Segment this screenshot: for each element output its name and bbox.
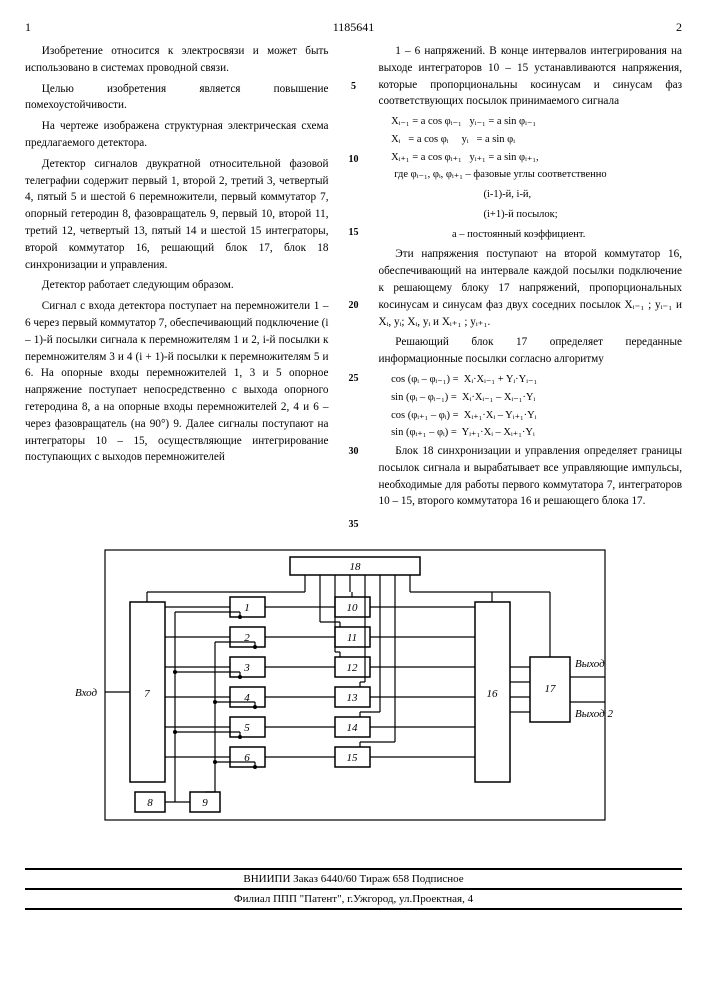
formula-6: cos (φᵢ₊₁ – φᵢ) = Xᵢ₊₁·Xᵢ – Yᵢ₊₁·Yᵢ [379, 408, 683, 424]
c1-p1: Изобретение относится к электросвязи и м… [25, 43, 329, 77]
ln-15: 15 [347, 225, 361, 240]
doc-number: 1185641 [333, 20, 375, 35]
c1-p5: Детектор работает следующим образом. [25, 277, 329, 294]
header-row: 1 1185641 2 [25, 20, 682, 35]
ln-35: 35 [347, 517, 361, 532]
column-left: Изобретение относится к электросвязи и м… [25, 43, 329, 532]
schematic-svg: 18 7 16 17 1 2 3 4 5 6 10 11 12 13 14 15 [75, 542, 635, 842]
formula-1: Xᵢ₋₁ = a cos φᵢ₋₁ yᵢ₋₁ = a sin φᵢ₋₁ [379, 114, 683, 130]
schematic-diagram: 18 7 16 17 1 2 3 4 5 6 10 11 12 13 14 15 [25, 542, 682, 862]
b16-label: 16 [487, 688, 499, 700]
where-1: где φᵢ₋₁, φᵢ, φᵢ₊₁ – фазовые углы соотве… [379, 167, 683, 183]
ln-20: 20 [347, 298, 361, 313]
footer-line-2: Филиал ППП "Патент", г.Ужгород, ул.Проек… [25, 890, 682, 910]
text-columns: Изобретение относится к электросвязи и м… [25, 43, 682, 532]
c2-p4: Блок 18 синхронизации и управления опред… [379, 443, 683, 510]
b8-label: 8 [147, 797, 153, 809]
formula-2: Xᵢ = a cos φᵢ yᵢ = a sin φᵢ [379, 132, 683, 148]
b13-label: 13 [347, 692, 359, 704]
b1-label: 1 [244, 602, 250, 614]
formula-5: sin (φᵢ – φᵢ₋₁) = Xᵢ·Xᵢ₋₁ – Xᵢ₋₁·Yᵢ [379, 390, 683, 406]
c2-p2: Эти напряжения поступают на второй комму… [379, 246, 683, 330]
b14-label: 14 [347, 722, 359, 734]
line-number-gutter: 5 10 15 20 25 30 35 [347, 43, 361, 532]
output-label-1: Выход [575, 658, 605, 670]
where-4: a – постоянный коэффициент. [379, 227, 683, 243]
page: 1 1185641 2 Изобретение относится к элек… [0, 0, 707, 1000]
c1-p4: Детектор сигналов двукратной относительн… [25, 156, 329, 274]
b5-label: 5 [244, 722, 250, 734]
c1-p6: Сигнал с входа детектора поступает на пе… [25, 298, 329, 466]
c2-p3: Решающий блок 17 определяет переданные и… [379, 334, 683, 368]
b18-label: 18 [350, 561, 362, 573]
formula-3: Xᵢ₊₁ = a cos φᵢ₊₁ yᵢ₊₁ = a sin φᵢ₊₁, [379, 150, 683, 166]
formula-4: cos (φᵢ – φᵢ₋₁) = Xᵢ·Xᵢ₋₁ + Yᵢ·Yᵢ₋₁ [379, 372, 683, 388]
output-label-2: Выход 2 [575, 708, 613, 720]
c1-p3: На чертеже изображена структурная электр… [25, 118, 329, 152]
footer-line-1: ВНИИПИ Заказ 6440/60 Тираж 658 Подписное [25, 868, 682, 890]
ln-30: 30 [347, 444, 361, 459]
page-num-left: 1 [25, 20, 31, 35]
ln-25: 25 [347, 371, 361, 386]
c2-p1: 1 – 6 напряжений. В конце интервалов инт… [379, 43, 683, 110]
b15-label: 15 [347, 752, 359, 764]
b17-label: 17 [545, 683, 557, 695]
formula-7: sin (φᵢ₊₁ – φᵢ) = Yᵢ₊₁·Xᵢ – Xᵢ₊₁·Yᵢ [379, 425, 683, 441]
b3-label: 3 [243, 662, 250, 674]
where-2: (i-1)-й, i-й, [379, 187, 683, 203]
b11-label: 11 [347, 632, 357, 644]
ln-10: 10 [347, 152, 361, 167]
column-right: 1 – 6 напряжений. В конце интервалов инт… [379, 43, 683, 532]
b9-label: 9 [202, 797, 208, 809]
ln-5: 5 [347, 79, 361, 94]
b12-label: 12 [347, 662, 359, 674]
page-num-right: 2 [676, 20, 682, 35]
b10-label: 10 [347, 602, 359, 614]
where-3: (i+1)-й посылок; [379, 207, 683, 223]
input-label: Вход [75, 687, 98, 699]
b7-label: 7 [144, 688, 150, 700]
c1-p2: Целью изобретения является повышение пом… [25, 81, 329, 115]
